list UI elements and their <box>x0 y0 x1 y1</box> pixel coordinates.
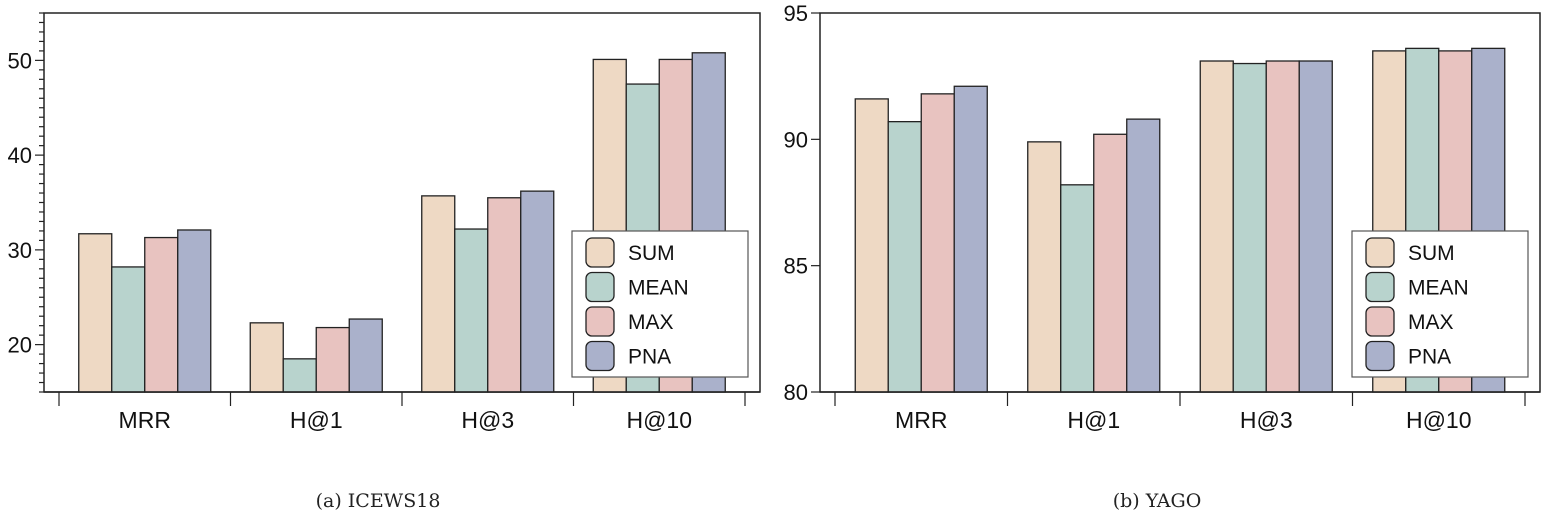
bar-max-hat3 <box>1265 60 1300 393</box>
x-tick-label: H@3 <box>1240 407 1293 433</box>
legend-label: MAX <box>1408 311 1454 334</box>
legend: SUM MEAN MAX PNA <box>1351 230 1529 378</box>
legend-swatch <box>1365 340 1395 372</box>
y-tick-label: 90 <box>784 127 808 152</box>
bar-mean-mrr <box>111 266 146 393</box>
legend-swatch <box>585 306 615 337</box>
legend-swatch <box>585 237 615 268</box>
legend-swatch <box>585 271 615 303</box>
bar-pna-hat1 <box>1126 118 1161 393</box>
bar-mean-hat1 <box>1060 184 1095 393</box>
chart-panel-2: 80 85 90 95 MRR H@1 H@3 H@10 SUM MEAN MAX PNA (b) YA… <box>784 1 1541 512</box>
bar-mean-hat3 <box>1232 62 1267 393</box>
legend-label: SUM <box>628 242 675 265</box>
x-tick-label: H@1 <box>1067 407 1120 433</box>
chart-panel-1: 20 30 40 50 MRR H@1 H@3 H@10 SUM MEAN MAX PNA (a) IC… <box>8 12 761 512</box>
legend-label: SUM <box>1408 242 1455 265</box>
legend-label: PNA <box>1408 346 1451 369</box>
y-tick-label: 40 <box>8 143 32 168</box>
bar-mean-mrr <box>887 120 922 393</box>
bar-sum-mrr <box>854 98 889 393</box>
x-tick-label: H@3 <box>461 407 514 433</box>
legend-swatch <box>1365 237 1395 268</box>
legend-label: PNA <box>628 346 671 369</box>
x-tick-label: MRR <box>895 407 947 433</box>
bar-sum-hat3 <box>1199 60 1234 393</box>
x-tick-label: H@1 <box>290 407 343 433</box>
bar-pna-hat3 <box>1298 60 1333 393</box>
legend-label: MEAN <box>628 277 689 300</box>
x-tick-label: H@10 <box>1406 407 1472 433</box>
bar-sum-mrr <box>78 233 113 393</box>
legend-swatch <box>1365 306 1395 337</box>
legend-label: MAX <box>628 311 674 334</box>
x-tick-label: H@10 <box>626 407 692 433</box>
bar-sum-hat1 <box>1027 141 1062 393</box>
bar-mean-hat3 <box>454 228 489 393</box>
bar-max-hat1 <box>315 326 350 393</box>
bar-max-hat3 <box>487 197 522 393</box>
bar-sum-hat1 <box>249 322 284 393</box>
y-tick-label: 95 <box>784 1 808 26</box>
x-tick-label: MRR <box>119 407 171 433</box>
bar-max-mrr <box>144 236 179 393</box>
legend-label: MEAN <box>1408 277 1469 300</box>
bar-pna-mrr <box>177 229 212 393</box>
legend: SUM MEAN MAX PNA <box>571 230 749 378</box>
y-tick-label: 80 <box>784 380 808 405</box>
bar-pna-mrr <box>953 85 988 393</box>
subfigure-caption: (b) YAGO <box>1113 490 1202 512</box>
y-tick-label: 20 <box>8 333 32 358</box>
subfigure-caption: (a) ICEWS18 <box>316 490 441 512</box>
bar-max-mrr <box>920 93 955 393</box>
bar-pna-hat1 <box>348 318 383 393</box>
bar-sum-hat3 <box>421 195 456 393</box>
bar-pna-hat3 <box>520 190 555 393</box>
legend-swatch <box>585 340 615 372</box>
y-tick-label: 50 <box>8 48 32 73</box>
y-tick-label: 30 <box>8 238 32 263</box>
y-tick-label: 85 <box>784 254 808 279</box>
bar-max-hat1 <box>1093 133 1128 393</box>
legend-swatch <box>1365 271 1395 303</box>
bar-mean-hat1 <box>282 358 317 393</box>
